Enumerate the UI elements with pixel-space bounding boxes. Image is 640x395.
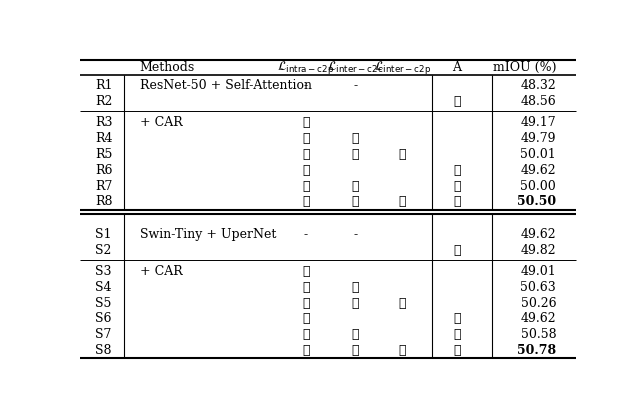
Text: Swin-Tiny + UperNet: Swin-Tiny + UperNet [140,228,276,241]
Text: ✓: ✓ [351,344,359,357]
Text: 50.58: 50.58 [520,328,556,341]
Text: 48.56: 48.56 [520,95,556,108]
Text: $\mathcal{L}_{\mathrm{inter-c2p}}$: $\mathcal{L}_{\mathrm{inter-c2p}}$ [374,59,431,76]
Text: ✓: ✓ [453,344,461,357]
Text: 49.82: 49.82 [520,244,556,257]
Text: ✓: ✓ [351,196,359,208]
Text: ✓: ✓ [302,164,309,177]
Text: 50.50: 50.50 [517,196,556,208]
Text: A: A [452,61,461,74]
Text: ✓: ✓ [399,297,406,310]
Text: ✓: ✓ [302,116,309,129]
Text: ✓: ✓ [351,132,359,145]
Text: ✓: ✓ [351,148,359,161]
Text: ✓: ✓ [302,328,309,341]
Text: 50.00: 50.00 [520,180,556,192]
Text: ✓: ✓ [399,148,406,161]
Text: ✓: ✓ [302,344,309,357]
Text: $\mathcal{L}_{\mathrm{intra-c2p}}$: $\mathcal{L}_{\mathrm{intra-c2p}}$ [277,59,334,76]
Text: S2: S2 [95,244,111,257]
Text: S5: S5 [95,297,111,310]
Text: S7: S7 [95,328,111,341]
Text: + CAR: + CAR [140,265,182,278]
Text: ✓: ✓ [302,265,309,278]
Text: ✓: ✓ [453,312,461,325]
Text: ResNet-50 + Self-Attention: ResNet-50 + Self-Attention [140,79,312,92]
Text: ✓: ✓ [351,328,359,341]
Text: S1: S1 [95,228,111,241]
Text: ✓: ✓ [399,196,406,208]
Text: mIOU (%): mIOU (%) [493,61,556,74]
Text: ✓: ✓ [302,132,309,145]
Text: ✓: ✓ [351,180,359,192]
Text: ✓: ✓ [302,281,309,294]
Text: ✓: ✓ [453,196,461,208]
Text: + CAR: + CAR [140,116,182,129]
Text: ✓: ✓ [453,328,461,341]
Text: ✓: ✓ [453,244,461,257]
Text: S4: S4 [95,281,111,294]
Text: R1: R1 [95,79,113,92]
Text: 50.01: 50.01 [520,148,556,161]
Text: R7: R7 [95,180,112,192]
Text: $\mathcal{L}_{\mathrm{inter-c2c}}$: $\mathcal{L}_{\mathrm{inter-c2c}}$ [327,60,383,75]
Text: ✓: ✓ [302,297,309,310]
Text: ✓: ✓ [302,148,309,161]
Text: ✓: ✓ [351,297,359,310]
Text: S8: S8 [95,344,111,357]
Text: -: - [303,79,308,92]
Text: -: - [303,228,308,241]
Text: ✓: ✓ [453,180,461,192]
Text: -: - [353,228,357,241]
Text: R6: R6 [95,164,113,177]
Text: 49.62: 49.62 [520,228,556,241]
Text: ✓: ✓ [302,312,309,325]
Text: 49.62: 49.62 [520,312,556,325]
Text: Methods: Methods [140,61,195,74]
Text: 50.63: 50.63 [520,281,556,294]
Text: 49.01: 49.01 [520,265,556,278]
Text: 49.62: 49.62 [520,164,556,177]
Text: R8: R8 [95,196,113,208]
Text: S3: S3 [95,265,111,278]
Text: ✓: ✓ [302,180,309,192]
Text: R3: R3 [95,116,113,129]
Text: ✓: ✓ [453,95,461,108]
Text: 50.26: 50.26 [520,297,556,310]
Text: ✓: ✓ [351,281,359,294]
Text: ✓: ✓ [399,344,406,357]
Text: 49.79: 49.79 [521,132,556,145]
Text: S6: S6 [95,312,111,325]
Text: R5: R5 [95,148,112,161]
Text: ✓: ✓ [302,196,309,208]
Text: R2: R2 [95,95,112,108]
Text: -: - [353,79,357,92]
Text: ✓: ✓ [453,164,461,177]
Text: 50.78: 50.78 [517,344,556,357]
Text: 49.17: 49.17 [520,116,556,129]
Text: 48.32: 48.32 [520,79,556,92]
Text: R4: R4 [95,132,113,145]
